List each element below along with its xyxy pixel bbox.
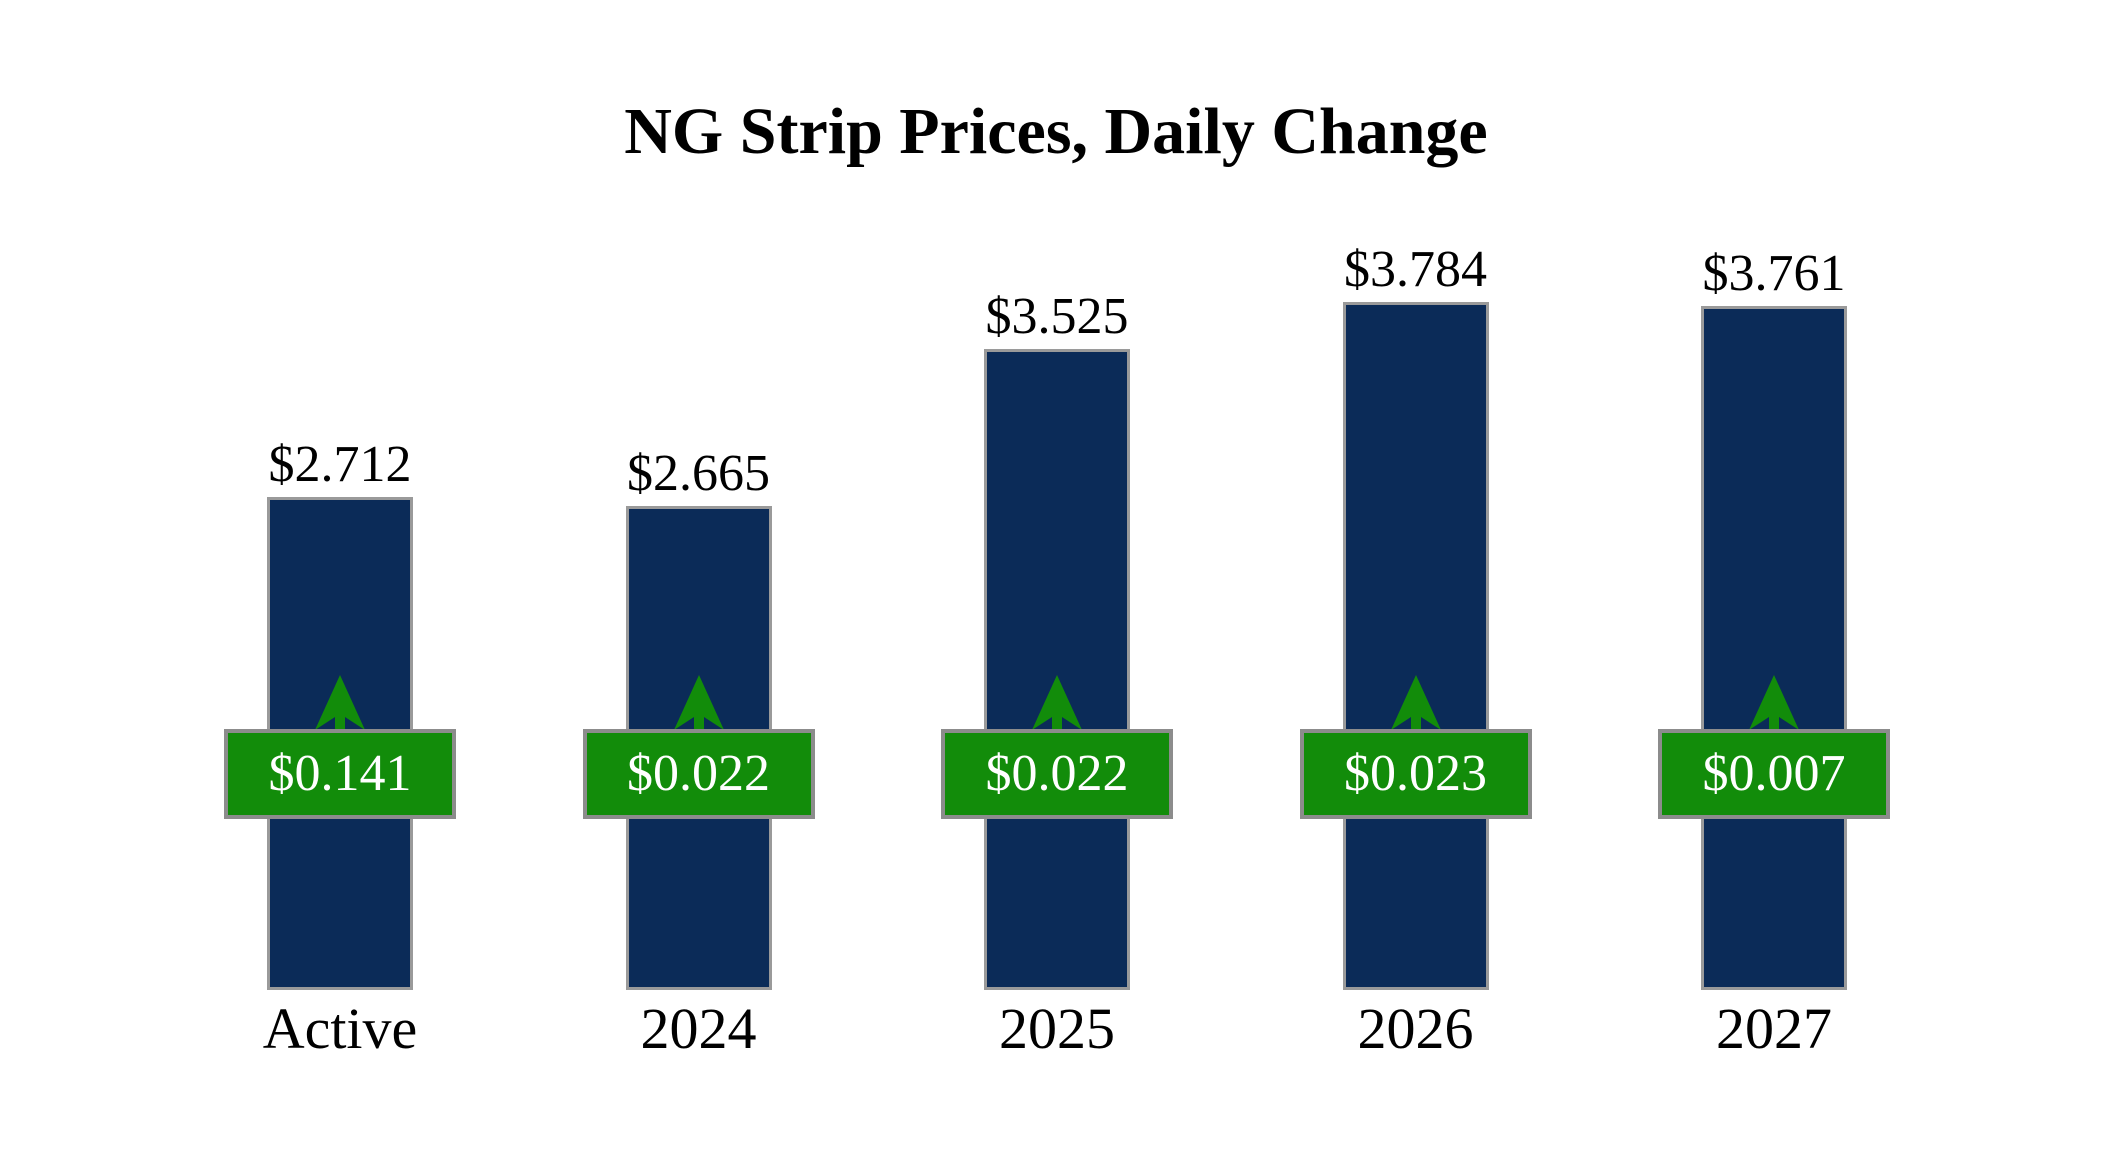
category-label: Active (262, 996, 418, 1061)
daily-change-label: $0.022 (627, 745, 770, 802)
price-bar (1701, 306, 1847, 990)
category-label: 2024 (640, 996, 757, 1061)
daily-change-label: $0.022 (985, 745, 1129, 802)
daily-change-label: $0.141 (268, 745, 412, 802)
bar-value-label: $3.525 (985, 288, 1129, 345)
daily-change-box: $0.022 (941, 729, 1173, 819)
daily-change-box: $0.023 (1299, 729, 1532, 819)
up-arrow-icon (313, 674, 367, 740)
category-label: 2027 (1716, 996, 1832, 1061)
up-arrow-icon (1747, 674, 1801, 740)
daily-change-label: $0.023 (1344, 745, 1487, 802)
daily-change-label: $0.007 (1702, 745, 1846, 802)
daily-change-box: $0.141 (224, 729, 456, 819)
up-arrow-icon (1030, 674, 1084, 740)
bar-value-label: $2.665 (627, 445, 770, 502)
category-label: 2025 (999, 996, 1115, 1061)
price-bar (1342, 302, 1489, 990)
category-label: 2026 (1357, 996, 1474, 1061)
daily-change-box: $0.022 (582, 729, 815, 819)
price-bar (984, 349, 1130, 990)
bar-value-label: $3.784 (1344, 241, 1487, 298)
bar-value-label: $3.761 (1702, 245, 1846, 302)
chart-title: NG Strip Prices, Daily Change (624, 95, 1488, 168)
up-arrow-icon (1389, 674, 1443, 740)
daily-change-box: $0.007 (1658, 729, 1890, 819)
bar-value-label: $2.712 (268, 436, 412, 493)
up-arrow-icon (672, 674, 726, 740)
